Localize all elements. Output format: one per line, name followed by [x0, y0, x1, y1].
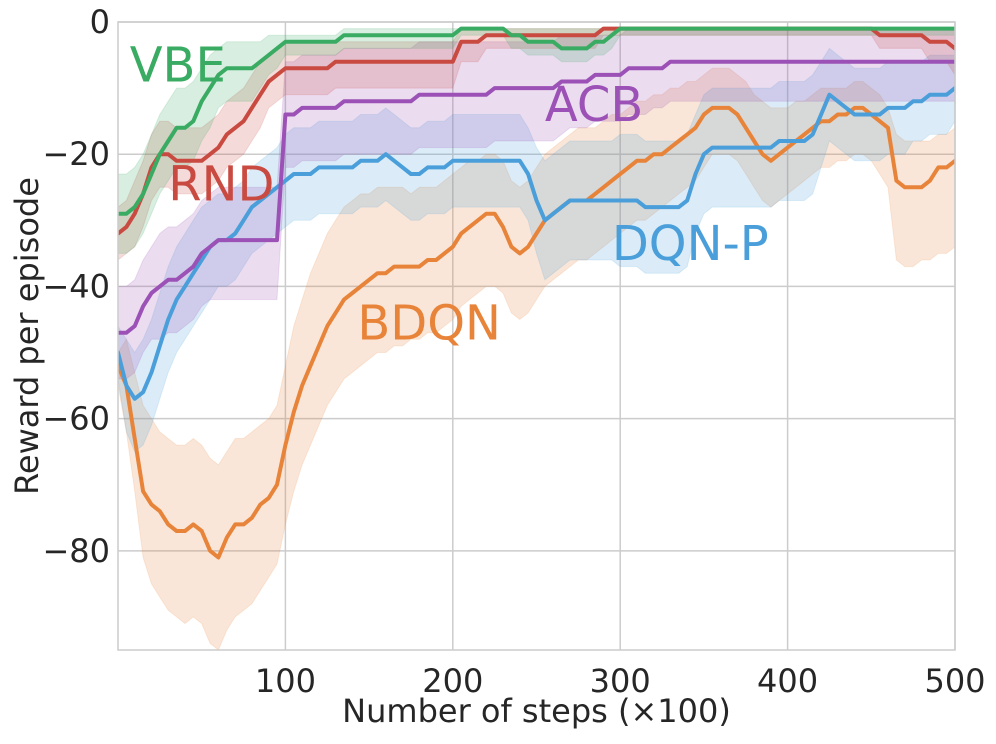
x-tick-labels: 100 200 300 400 500 [255, 662, 986, 700]
x-tick-label: 100 [255, 662, 316, 700]
x-tick-label: 200 [422, 662, 483, 700]
label-bdqn: BDQN [357, 295, 501, 351]
x-axis-label: Number of steps (×100) [342, 692, 731, 730]
series-lines [118, 26, 955, 560]
y-tick-label: −80 [42, 532, 110, 570]
line-acb [118, 59, 955, 335]
line-vbe [118, 26, 955, 216]
x-tick-label: 500 [924, 662, 985, 700]
x-tick-label: 400 [757, 662, 818, 700]
band-vbe [118, 28, 955, 254]
plot-frame [117, 21, 956, 651]
y-axis-label: Reward per episode [8, 177, 46, 495]
label-dqn-p: DQN-P [612, 216, 769, 272]
y-tick-labels: 0 −20 −40 −60 −80 [42, 3, 110, 570]
label-rnd: RND [168, 156, 274, 212]
y-tick-label: −60 [42, 400, 110, 438]
series-labels: BDQN DQN-P ACB RND VBE [130, 37, 769, 351]
y-tick-label: 0 [90, 3, 110, 41]
x-tick-label: 300 [590, 662, 651, 700]
label-acb: ACB [545, 77, 643, 133]
y-tick-label: −20 [42, 135, 110, 173]
y-tick-label: −40 [42, 267, 110, 305]
band-rnd [118, 28, 955, 261]
line-dqn-p [118, 86, 955, 401]
band-bdqn [118, 67, 955, 650]
band-acb [118, 28, 955, 380]
label-vbe: VBE [130, 37, 226, 93]
